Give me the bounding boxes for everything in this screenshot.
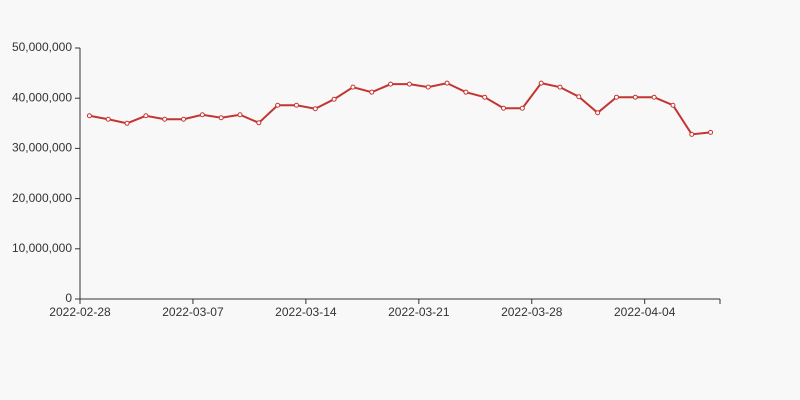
point xyxy=(237,112,243,118)
y-tick-label: 40,000,000 xyxy=(12,90,72,104)
point xyxy=(256,120,262,126)
point xyxy=(350,84,356,90)
point xyxy=(557,84,563,90)
point xyxy=(406,81,412,87)
point xyxy=(708,129,714,135)
point xyxy=(482,94,488,100)
point xyxy=(331,96,337,102)
x-tick-label: 2022-03-14 xyxy=(275,305,337,319)
point xyxy=(162,116,168,122)
point xyxy=(632,94,638,100)
point xyxy=(444,80,450,86)
point xyxy=(388,81,394,87)
point xyxy=(293,102,299,108)
point xyxy=(576,94,582,100)
point xyxy=(651,94,657,100)
point xyxy=(519,105,525,111)
point xyxy=(613,94,619,100)
x-tick-label: 2022-02-28 xyxy=(49,305,111,319)
point xyxy=(670,102,676,108)
y-tick-label: 50,000,000 xyxy=(12,40,72,54)
point xyxy=(218,115,224,121)
point xyxy=(595,110,601,116)
point xyxy=(275,102,281,108)
point xyxy=(369,89,375,95)
point xyxy=(143,113,149,119)
point xyxy=(86,113,92,119)
point xyxy=(538,80,544,86)
point xyxy=(312,106,318,112)
point xyxy=(105,116,111,122)
point xyxy=(425,84,431,90)
point xyxy=(463,89,469,95)
x-tick-label: 2022-03-28 xyxy=(501,305,563,319)
y-tick-label: 30,000,000 xyxy=(12,141,72,155)
point xyxy=(181,116,187,122)
x-tick-label: 2022-04-04 xyxy=(614,305,676,319)
point xyxy=(124,120,130,126)
point xyxy=(501,105,507,111)
line xyxy=(89,82,711,136)
y-tick-label: 20,000,000 xyxy=(12,191,72,205)
y-tick-label: 0 xyxy=(65,291,72,305)
x-tick-label: 2022-03-21 xyxy=(388,305,450,319)
y-tick-label: 10,000,000 xyxy=(12,241,72,255)
x-tick-label: 2022-03-07 xyxy=(162,305,224,319)
point xyxy=(199,112,205,118)
point xyxy=(689,131,695,137)
